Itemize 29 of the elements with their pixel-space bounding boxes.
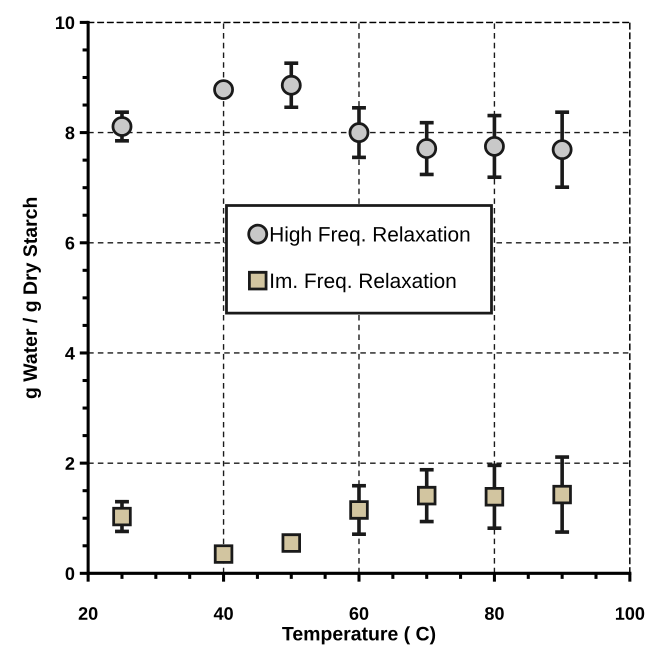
- legend-label: High Freq. Relaxation: [270, 226, 470, 246]
- y-tick-label: 6: [66, 236, 74, 250]
- x-tick-label: 20: [78, 607, 98, 620]
- point: [282, 533, 301, 553]
- x-axis-title: Temperature ( C): [282, 626, 436, 644]
- y-tick-label: 10: [56, 16, 74, 30]
- point: [484, 136, 505, 157]
- point: [484, 487, 504, 506]
- x-tick-label: 100: [616, 607, 644, 620]
- point: [416, 486, 436, 506]
- y-axis-title: g Water / g Dry Starch: [22, 198, 41, 398]
- point: [214, 544, 234, 564]
- x-tick-label: 80: [484, 607, 504, 620]
- y-tick-label: 2: [66, 457, 74, 470]
- point: [348, 122, 370, 144]
- x-tick-label: 60: [350, 607, 368, 620]
- y-tick-label: 8: [65, 126, 74, 140]
- y-tick-label: 4: [65, 347, 75, 360]
- point: [416, 138, 438, 159]
- legend-label: Im. Freq. Relaxation: [271, 272, 456, 292]
- y-tick-label: 0: [66, 567, 74, 580]
- point: [552, 139, 573, 160]
- point: [213, 79, 234, 100]
- x-tick-label: 40: [214, 607, 233, 620]
- point: [112, 116, 132, 137]
- point: [280, 74, 302, 96]
- point: [112, 506, 132, 526]
- point: [552, 484, 572, 504]
- point: [349, 500, 369, 520]
